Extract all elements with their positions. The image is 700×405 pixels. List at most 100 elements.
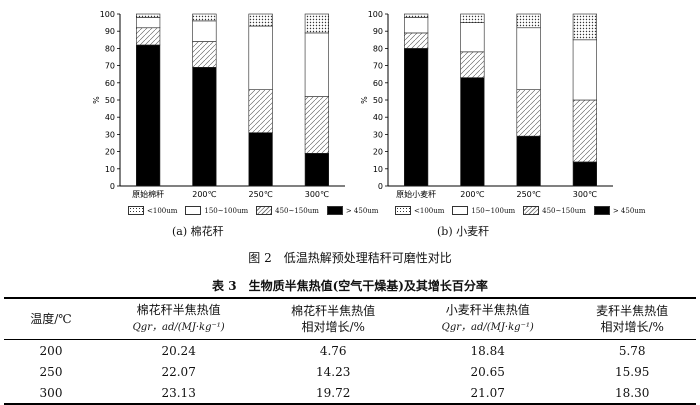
bar-150-100: [460, 22, 485, 53]
y-tick-label: 60: [373, 79, 383, 88]
figure-title: 图 2 低温热解预处理秸秆可磨性对比: [248, 251, 452, 265]
table-row: 200 20.24 4.76 18.84 5.78: [4, 340, 696, 362]
y-tick-label: 40: [373, 113, 383, 122]
bar-450plus: [572, 161, 597, 187]
legend-item: 150~100um: [452, 206, 515, 215]
caption-wheat: (b) 小麦秆: [437, 225, 490, 238]
legend-item: 150~100um: [185, 206, 248, 215]
y-tick-label: 70: [373, 62, 383, 71]
x-tick-label: 300℃: [573, 190, 597, 199]
cell: 20.24: [161, 343, 196, 358]
y-tick-label: 100: [368, 10, 383, 19]
header-cotton-value: 棉花秆半焦热值 Qgr，ad/(MJ·kg⁻¹): [132, 303, 225, 333]
bar-450plus: [516, 135, 541, 187]
header-wheat-growth: 麦秆半焦热值 相对增长/%: [596, 304, 669, 334]
y-tick-label: 60: [105, 79, 115, 88]
bar-under100: [572, 13, 597, 41]
y-tick-label: 90: [105, 27, 115, 36]
bar-under100: [304, 13, 329, 34]
bar-450plus: [404, 48, 429, 187]
bar-450plus: [460, 77, 485, 187]
y-tick-label: 0: [378, 182, 383, 191]
bar-450plus: [248, 132, 273, 187]
y-tick-label: 30: [105, 130, 115, 139]
y-tick-label: 20: [373, 148, 383, 157]
bar-150-100: [192, 20, 217, 42]
x-tick-label: 250℃: [248, 190, 272, 199]
heating-value-table: 温度/℃ 棉花秆半焦热值 Qgr，ad/(MJ·kg⁻¹) 棉花秆半焦热值 相对增长…: [4, 297, 696, 405]
header-cotton-growth: 棉花秆半焦热值 相对增长/%: [291, 304, 376, 334]
cell: 200: [39, 343, 63, 358]
x-tick-label: 300℃: [305, 190, 329, 199]
bar-450plus: [304, 153, 329, 187]
y-tick-label: 80: [105, 44, 115, 53]
chart-wheat: 0 10 20 30 40 50 60 70 80 90 100% 原始小麦秆 200℃ 250℃ 300℃: [360, 10, 613, 199]
cell: 21.07: [470, 385, 505, 400]
y-axis-label: %: [360, 96, 369, 104]
y-tick-label: 90: [373, 27, 383, 36]
table-row: 300 23.13 19.72 21.07 18.30: [4, 382, 696, 404]
bar-450-150: [460, 51, 485, 78]
y-tick-label: 10: [373, 165, 383, 174]
y-tick-label: 0: [110, 182, 115, 191]
bar-450-150: [516, 89, 541, 137]
legend-cotton: <100um 150~100um 450~150um > 450um: [128, 206, 386, 215]
cell: 22.07: [161, 364, 196, 379]
bar-450-150: [572, 99, 597, 163]
bar-450-150: [304, 96, 329, 154]
y-tick-label: 50: [373, 96, 383, 105]
y-tick-label: 80: [373, 44, 383, 53]
bar-under100: [460, 13, 485, 23]
legend-item: <100um: [395, 206, 444, 215]
legend-item: > 450um: [593, 206, 645, 215]
cell: 18.84: [470, 343, 505, 358]
cell: 300: [39, 385, 63, 400]
cell: 4.76: [319, 343, 347, 358]
y-tick-label: 40: [105, 113, 115, 122]
x-tick-label: 原始小麦秆: [396, 189, 436, 199]
table-row: 250 22.07 14.23 20.65 15.95: [4, 361, 696, 382]
cell: 18.30: [615, 385, 650, 400]
x-tick-label: 250℃: [516, 190, 540, 199]
header-wheat-value: 小麦秆半焦热值 Qgr，ad/(MJ·kg⁻¹): [441, 303, 534, 333]
caption-cotton: (a) 棉花秆: [172, 225, 224, 238]
cell: 20.65: [470, 364, 505, 379]
bar-under100: [404, 13, 429, 18]
cell: 15.95: [615, 364, 650, 379]
bar-450-150: [404, 32, 429, 49]
bar-450plus: [192, 67, 217, 187]
bar-450-150: [136, 27, 161, 46]
y-tick-label: 50: [105, 96, 115, 105]
cell: 250: [39, 364, 63, 379]
legend-item: 450~150um: [523, 206, 586, 215]
legend-item: 450~150um: [256, 206, 319, 215]
bar-450-150: [248, 89, 273, 133]
bar-150-100: [516, 27, 541, 90]
y-tick-label: 70: [105, 62, 115, 71]
y-tick-label: 10: [105, 165, 115, 174]
y-tick-label: 20: [105, 148, 115, 157]
cell: 23.13: [161, 385, 196, 400]
x-tick-label: 200℃: [460, 190, 484, 199]
bar-150-100: [572, 39, 597, 101]
bar-150-100: [248, 25, 273, 90]
legend-item: > 450um: [326, 206, 378, 215]
cell: 14.23: [316, 364, 351, 379]
header-temperature: 温度/℃: [30, 312, 72, 326]
y-axis-label: %: [92, 96, 101, 104]
legend-item: <100um: [128, 206, 177, 215]
bar-150-100: [404, 17, 429, 34]
bar-under100: [192, 13, 217, 22]
chart-cotton: 0 10 20 30 40 50 60 70 80 90 100% 原始棉秆 200℃ 250℃ 300℃: [92, 10, 345, 199]
x-tick-label: 200℃: [192, 190, 216, 199]
bar-under100: [248, 13, 273, 27]
bar-under100: [516, 13, 541, 29]
bar-450plus: [136, 44, 161, 187]
y-tick-label: 30: [373, 130, 383, 139]
bar-150-100: [304, 32, 329, 97]
y-tick-label: 100: [100, 10, 115, 19]
legend-wheat: <100um 150~100um 450~150um > 450um: [395, 206, 653, 215]
cell: 5.78: [618, 343, 646, 358]
table-title: 表 3 生物质半焦热值(空气干燥基)及其增长百分率: [212, 279, 488, 293]
